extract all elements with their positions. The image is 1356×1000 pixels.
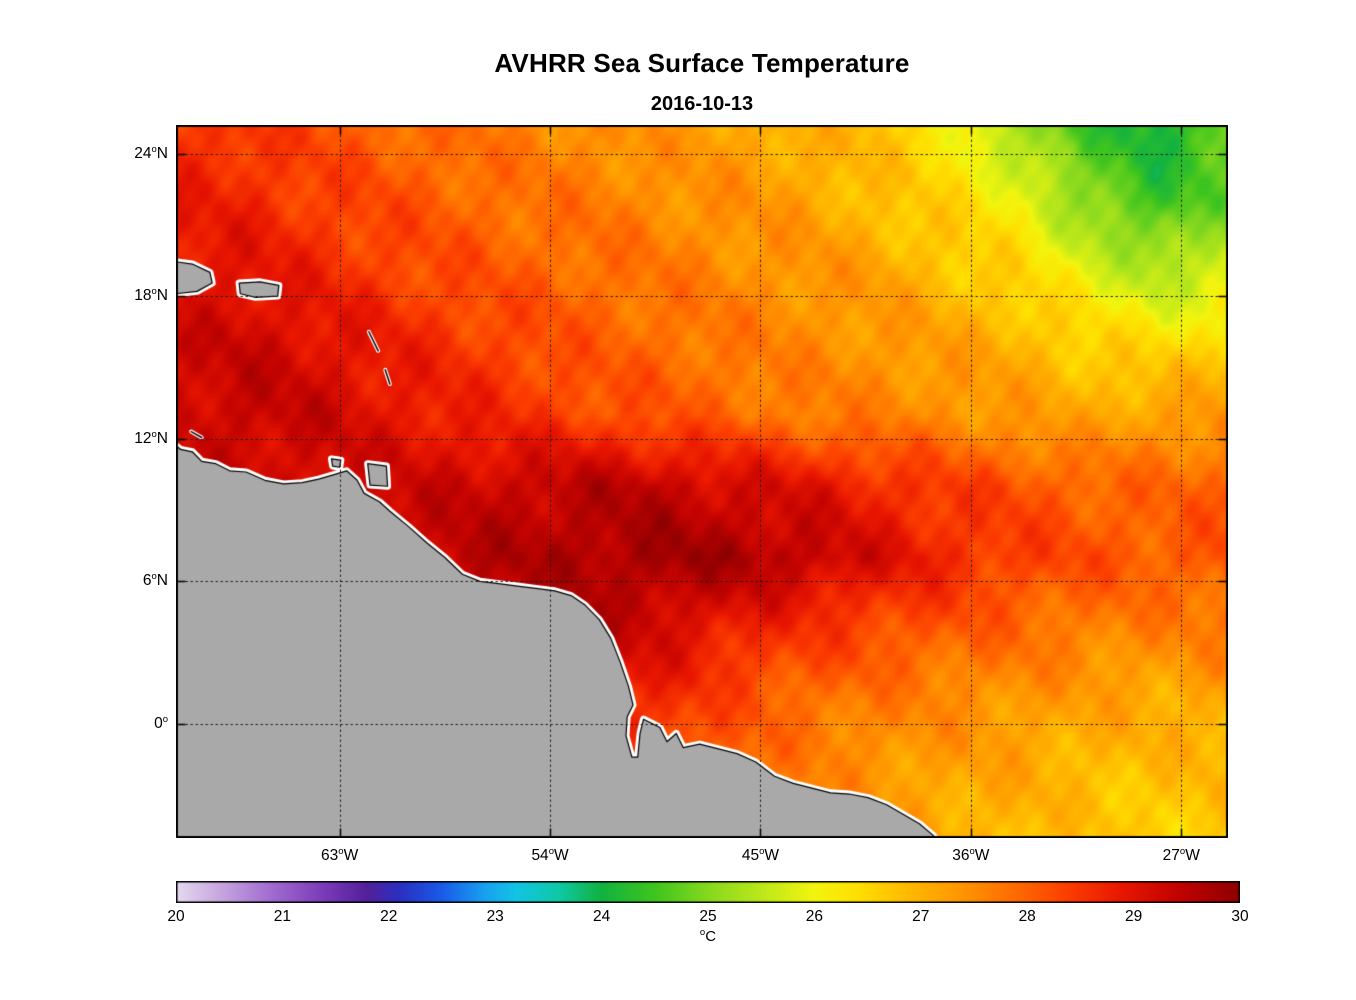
tick-number: 27: [1162, 847, 1180, 865]
colorbar-tick-label: 21: [242, 908, 322, 926]
colorbar-tick-label: 24: [562, 908, 642, 926]
degree-symbol: o: [699, 927, 706, 938]
chart-subtitle: 2016-10-13: [650, 93, 754, 115]
degree-symbol: o: [548, 846, 554, 857]
tick-number: 18: [134, 287, 152, 305]
tick-number: 12: [134, 429, 152, 447]
tick-direction: N: [156, 429, 168, 447]
colorbar: [176, 881, 1240, 903]
x-tick-label: 27oW: [1141, 846, 1221, 865]
x-tick-label: 63oW: [300, 846, 380, 865]
tick-direction: W: [1185, 847, 1200, 865]
colorbar-tick-number: 28: [1018, 908, 1036, 925]
colorbar-unit-label: oC: [176, 927, 1240, 945]
colorbar-tick-number: 30: [1231, 908, 1249, 925]
y-tick-label: 0o: [98, 714, 168, 733]
colorbar-tick-label: 30: [1200, 908, 1280, 926]
colorbar-tick-number: 29: [1124, 908, 1143, 925]
tick-number: 63: [321, 847, 339, 865]
map-plot-area: [176, 125, 1228, 838]
degree-symbol: o: [151, 571, 157, 583]
degree-symbol: o: [151, 286, 157, 298]
colorbar-tick-label: 25: [668, 908, 748, 926]
x-tick-label: 45oW: [720, 846, 800, 865]
colorbar-tick-number: 20: [167, 908, 185, 925]
tick-direction: N: [156, 144, 168, 162]
degree-symbol: o: [151, 143, 157, 155]
degree-symbol: o: [1179, 846, 1186, 857]
y-tick-label: 18oN: [98, 286, 168, 305]
tick-number: 45: [741, 847, 760, 865]
colorbar-tick-number: 23: [486, 908, 504, 925]
y-tick-label: 12oN: [98, 429, 168, 448]
tick-direction: W: [343, 847, 359, 865]
tick-direction: W: [764, 847, 780, 865]
sst-map-canvas: [176, 125, 1228, 838]
degree-symbol: o: [151, 428, 157, 440]
colorbar-tick-number: 25: [699, 908, 717, 925]
tick-number: 24: [134, 144, 152, 162]
x-tick-label: 54oW: [510, 846, 590, 865]
colorbar-canvas: [176, 881, 1240, 903]
degree-symbol: o: [162, 713, 168, 725]
colorbar-tick-label: 28: [987, 908, 1067, 926]
colorbar-tick-label: 23: [455, 908, 535, 926]
tick-number: 0: [154, 715, 163, 733]
colorbar-tick-number: 21: [273, 908, 292, 925]
degree-symbol: o: [759, 846, 765, 857]
colorbar-tick-number: 22: [380, 908, 398, 925]
tick-direction: W: [553, 847, 569, 865]
y-tick-label: 24oN: [98, 144, 168, 163]
x-tick-label: 36oW: [931, 846, 1011, 865]
tick-direction: N: [156, 287, 168, 305]
degree-symbol: o: [338, 846, 344, 857]
y-tick-label: 6oN: [98, 571, 168, 590]
chart-title: AVHRR Sea Surface Temperature: [494, 48, 910, 78]
degree-symbol: o: [969, 846, 975, 857]
colorbar-tick-label: 27: [881, 908, 961, 926]
tick-direction: N: [156, 572, 168, 590]
colorbar-tick-label: 22: [349, 908, 429, 926]
colorbar-tick-number: 26: [805, 908, 824, 925]
tick-number: 6: [142, 572, 152, 590]
colorbar-tick-label: 29: [1094, 908, 1174, 926]
tick-number: 36: [952, 847, 970, 865]
unit-text: C: [705, 928, 717, 945]
colorbar-tick-number: 24: [592, 908, 611, 925]
tick-direction: W: [974, 847, 990, 865]
colorbar-tick-label: 26: [774, 908, 854, 926]
colorbar-tick-label: 20: [136, 908, 216, 926]
tick-number: 54: [531, 847, 549, 865]
colorbar-tick-number: 27: [912, 908, 930, 925]
